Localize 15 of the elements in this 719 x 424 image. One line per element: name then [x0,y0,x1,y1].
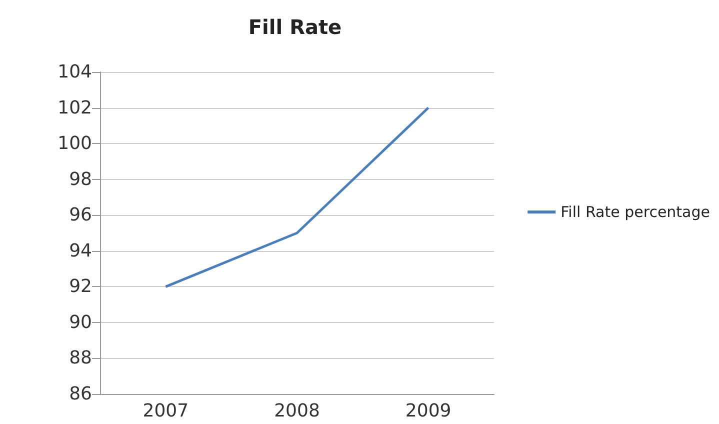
x-tick-label: 2007 [142,400,189,422]
x-tick-label: 2008 [274,400,320,422]
y-tick-label: 94 [69,240,92,262]
y-tick-label: 88 [69,348,92,369]
y-tick-label: 102 [58,97,92,118]
legend-label: Fill Rate percentage [560,203,710,221]
x-tick-label: 2009 [405,400,452,422]
y-tick-label: 98 [69,168,92,190]
y-tick-label: 104 [58,62,92,82]
y-tick-label: 90 [69,312,92,333]
y-tick-label: 86 [69,384,92,404]
y-tick-label: 92 [69,276,92,298]
y-tick-label: 96 [69,204,92,226]
chart-title: Fill Rate [248,15,342,39]
y-tick-label: 100 [58,133,92,154]
